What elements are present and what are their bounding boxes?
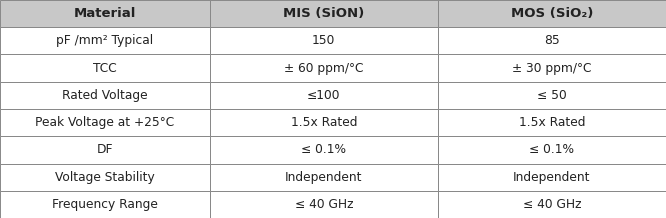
Bar	[0, 82, 210, 109]
Text: ≤ 0.1%: ≤ 0.1%	[529, 143, 575, 156]
Bar	[438, 82, 666, 109]
Text: Material: Material	[74, 7, 136, 20]
Text: Independent: Independent	[285, 171, 362, 184]
Text: DF: DF	[97, 143, 113, 156]
Bar	[438, 54, 666, 82]
Bar	[0, 191, 210, 218]
Bar	[210, 191, 438, 218]
Text: Peak Voltage at +25°C: Peak Voltage at +25°C	[35, 116, 174, 129]
Text: 85: 85	[544, 34, 560, 47]
Bar	[0, 54, 210, 82]
Text: ≤ 0.1%: ≤ 0.1%	[301, 143, 346, 156]
Bar	[438, 164, 666, 191]
Bar	[0, 109, 210, 136]
Text: ≤ 40 GHz: ≤ 40 GHz	[294, 198, 353, 211]
Text: ≤100: ≤100	[307, 89, 340, 102]
Bar	[210, 0, 438, 27]
Bar	[438, 191, 666, 218]
Text: Rated Voltage: Rated Voltage	[62, 89, 148, 102]
Bar	[438, 27, 666, 54]
Bar	[438, 109, 666, 136]
Bar	[210, 54, 438, 82]
Bar	[0, 164, 210, 191]
Bar	[210, 82, 438, 109]
Text: Independent: Independent	[513, 171, 591, 184]
Bar	[210, 109, 438, 136]
Bar	[0, 0, 210, 27]
Text: ± 30 ppm/°C: ± 30 ppm/°C	[512, 62, 591, 75]
Text: pF /mm² Typical: pF /mm² Typical	[57, 34, 153, 47]
Text: ≤ 40 GHz: ≤ 40 GHz	[523, 198, 581, 211]
Text: 1.5x Rated: 1.5x Rated	[519, 116, 585, 129]
Bar	[438, 0, 666, 27]
Text: MOS (SiO₂): MOS (SiO₂)	[511, 7, 593, 20]
Bar	[210, 164, 438, 191]
Text: 150: 150	[312, 34, 336, 47]
Text: 1.5x Rated: 1.5x Rated	[290, 116, 357, 129]
Bar	[0, 136, 210, 164]
Bar	[438, 136, 666, 164]
Text: Frequency Range: Frequency Range	[52, 198, 158, 211]
Text: TCC: TCC	[93, 62, 117, 75]
Text: MIS (SiON): MIS (SiON)	[283, 7, 364, 20]
Text: ± 60 ppm/°C: ± 60 ppm/°C	[284, 62, 364, 75]
Bar	[0, 27, 210, 54]
Bar	[210, 136, 438, 164]
Text: Voltage Stability: Voltage Stability	[55, 171, 155, 184]
Bar	[210, 27, 438, 54]
Text: ≤ 50: ≤ 50	[537, 89, 567, 102]
